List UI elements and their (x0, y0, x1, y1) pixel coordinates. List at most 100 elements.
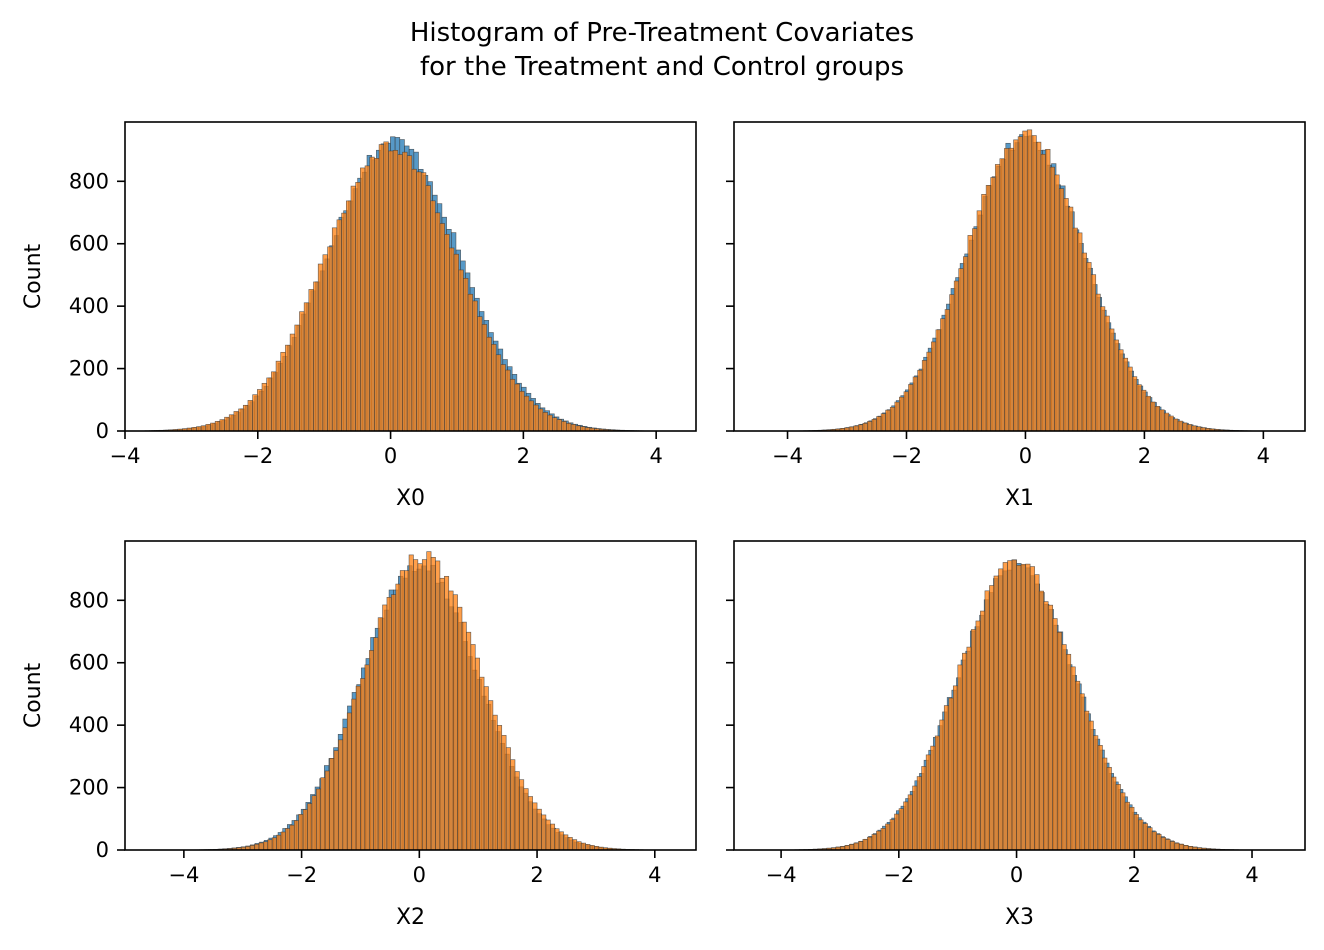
histogram-bar (1145, 395, 1151, 432)
histogram-bar (1013, 139, 1019, 432)
histogram-bar (228, 414, 235, 432)
x-tick-label: 2 (1128, 863, 1141, 887)
histogram-bar (585, 844, 591, 851)
histogram-bar (289, 333, 296, 432)
histogram-bar (439, 577, 445, 851)
histogram-bar (976, 210, 982, 432)
histogram-bar (943, 705, 950, 851)
histogram-bar (341, 212, 347, 432)
histogram-bar (966, 646, 972, 851)
histogram-bar (1007, 560, 1013, 851)
histogram-bar (930, 745, 936, 851)
histogram-bar (1081, 252, 1087, 432)
histogram-bar (382, 604, 388, 851)
histogram-bar (1022, 130, 1028, 432)
y-tick-label: 200 (69, 357, 109, 381)
histogram-bar (395, 583, 401, 851)
histogram-bar (271, 837, 277, 851)
histogram-bar (425, 185, 431, 432)
histogram-bar (360, 167, 366, 432)
x-axis-label: X3 (1005, 905, 1034, 930)
histogram-bar (1061, 644, 1067, 851)
histogram-bar (889, 406, 896, 432)
histogram-bar (336, 219, 342, 432)
histogram-bar (1063, 198, 1069, 432)
histogram-bar (958, 268, 964, 432)
histogram-bar (917, 369, 923, 432)
histogram-bar (317, 263, 324, 432)
histogram-bar (1186, 424, 1192, 432)
histogram-bar (1174, 842, 1180, 851)
histogram-bar (430, 557, 436, 851)
histogram-bar (224, 416, 230, 432)
histogram-bar (1093, 735, 1099, 851)
histogram-bar (1142, 823, 1148, 851)
histogram-bar (552, 417, 558, 432)
histogram-bar (466, 631, 472, 851)
histogram-bar (527, 796, 533, 851)
histogram-bar (972, 228, 978, 432)
x-axis-label: X0 (396, 486, 425, 511)
histogram-bar (1040, 153, 1046, 432)
histogram-bar (1031, 135, 1037, 432)
histogram-bar (514, 771, 520, 851)
histogram-bar (386, 597, 392, 851)
histogram-bar (523, 395, 530, 432)
x-tick-label: −2 (242, 444, 273, 468)
histogram-bar (1104, 315, 1110, 432)
histogram-bar (1017, 136, 1023, 432)
histogram-bar (908, 384, 914, 432)
histogram-bar (257, 389, 263, 432)
histogram-bar (1011, 559, 1017, 851)
histogram-bar (299, 311, 305, 432)
histogram-bar (1072, 227, 1078, 432)
histogram-bar (338, 739, 344, 851)
histogram-bar (948, 697, 954, 851)
histogram-bar (1016, 564, 1022, 851)
histogram-bar (501, 735, 507, 851)
histogram-bar (952, 685, 959, 851)
histogram-bar (458, 269, 464, 432)
histogram-bar (939, 719, 945, 851)
histogram-bar (470, 644, 476, 851)
histogram-bar (463, 277, 469, 432)
histogram-bar (388, 150, 394, 432)
histogram-bar (903, 801, 909, 851)
histogram-bar (1127, 366, 1133, 432)
histogram-bar (567, 837, 573, 851)
histogram-bar (327, 246, 333, 432)
histogram-bar (294, 324, 300, 432)
histogram-bar (331, 227, 338, 432)
histogram-bar (963, 256, 969, 432)
histogram-bar (1182, 422, 1188, 432)
histogram-bar (500, 364, 506, 432)
histogram-bar (1168, 415, 1174, 432)
histogram-bar (554, 828, 560, 851)
histogram-bar (289, 824, 295, 851)
series-control-bars (757, 129, 1270, 432)
y-tick-label: 800 (69, 588, 109, 612)
histogram-bar (495, 354, 502, 432)
histogram-bar (1065, 653, 1072, 851)
histogram-bar (1058, 188, 1065, 432)
subplot-x0: −4 −2 0 2 4 0 200 400 600 800 X0 Count (21, 121, 697, 511)
histogram-bar (1049, 166, 1055, 432)
histogram-bar (547, 414, 553, 432)
histogram-bar (889, 819, 895, 851)
histogram-bar (364, 165, 371, 432)
y-axis-label: Count (21, 243, 46, 309)
histogram-bar (247, 400, 253, 432)
histogram-bar (483, 686, 489, 851)
histogram-bar (940, 318, 946, 432)
histogram-bar (1008, 147, 1014, 432)
histogram-bar (971, 629, 977, 851)
histogram-bar (538, 408, 544, 432)
histogram-bar (1056, 631, 1063, 851)
histogram-bar (912, 376, 918, 432)
histogram-bar (345, 200, 352, 432)
histogram-bar (533, 404, 539, 432)
histogram-bar (510, 759, 516, 851)
histogram-bar (1141, 389, 1147, 432)
axes-frame (733, 540, 1306, 851)
histogram-bar (320, 777, 326, 851)
